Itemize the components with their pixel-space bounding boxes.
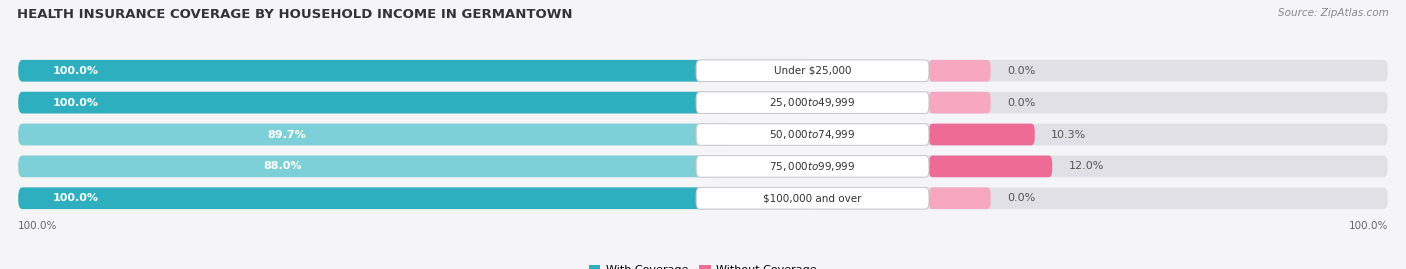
Text: $25,000 to $49,999: $25,000 to $49,999 — [769, 96, 856, 109]
FancyBboxPatch shape — [18, 124, 731, 145]
FancyBboxPatch shape — [696, 124, 929, 145]
FancyBboxPatch shape — [696, 92, 929, 114]
Text: HEALTH INSURANCE COVERAGE BY HOUSEHOLD INCOME IN GERMANTOWN: HEALTH INSURANCE COVERAGE BY HOUSEHOLD I… — [17, 8, 572, 21]
FancyBboxPatch shape — [929, 92, 991, 114]
Text: 100.0%: 100.0% — [52, 193, 98, 203]
Text: 10.3%: 10.3% — [1052, 129, 1087, 140]
FancyBboxPatch shape — [696, 187, 929, 209]
Text: 100.0%: 100.0% — [52, 98, 98, 108]
Text: 88.0%: 88.0% — [263, 161, 301, 171]
Text: 100.0%: 100.0% — [1348, 221, 1388, 231]
FancyBboxPatch shape — [18, 155, 717, 177]
Text: 0.0%: 0.0% — [1007, 66, 1035, 76]
Text: $75,000 to $99,999: $75,000 to $99,999 — [769, 160, 856, 173]
FancyBboxPatch shape — [696, 155, 929, 177]
FancyBboxPatch shape — [929, 187, 991, 209]
Text: 12.0%: 12.0% — [1069, 161, 1104, 171]
FancyBboxPatch shape — [929, 60, 991, 82]
FancyBboxPatch shape — [18, 187, 813, 209]
Text: Under $25,000: Under $25,000 — [773, 66, 851, 76]
Text: $50,000 to $74,999: $50,000 to $74,999 — [769, 128, 856, 141]
Text: 0.0%: 0.0% — [1007, 193, 1035, 203]
FancyBboxPatch shape — [929, 124, 1035, 145]
FancyBboxPatch shape — [696, 60, 929, 82]
Text: 0.0%: 0.0% — [1007, 98, 1035, 108]
Text: 100.0%: 100.0% — [52, 66, 98, 76]
Legend: With Coverage, Without Coverage: With Coverage, Without Coverage — [589, 265, 817, 269]
FancyBboxPatch shape — [18, 60, 813, 82]
FancyBboxPatch shape — [18, 60, 1388, 82]
Text: Source: ZipAtlas.com: Source: ZipAtlas.com — [1278, 8, 1389, 18]
Text: $100,000 and over: $100,000 and over — [763, 193, 862, 203]
FancyBboxPatch shape — [18, 187, 1388, 209]
Text: 100.0%: 100.0% — [18, 221, 58, 231]
Text: 89.7%: 89.7% — [267, 129, 307, 140]
FancyBboxPatch shape — [18, 124, 1388, 145]
FancyBboxPatch shape — [18, 155, 1388, 177]
FancyBboxPatch shape — [18, 92, 813, 114]
FancyBboxPatch shape — [929, 155, 1052, 177]
FancyBboxPatch shape — [18, 92, 1388, 114]
